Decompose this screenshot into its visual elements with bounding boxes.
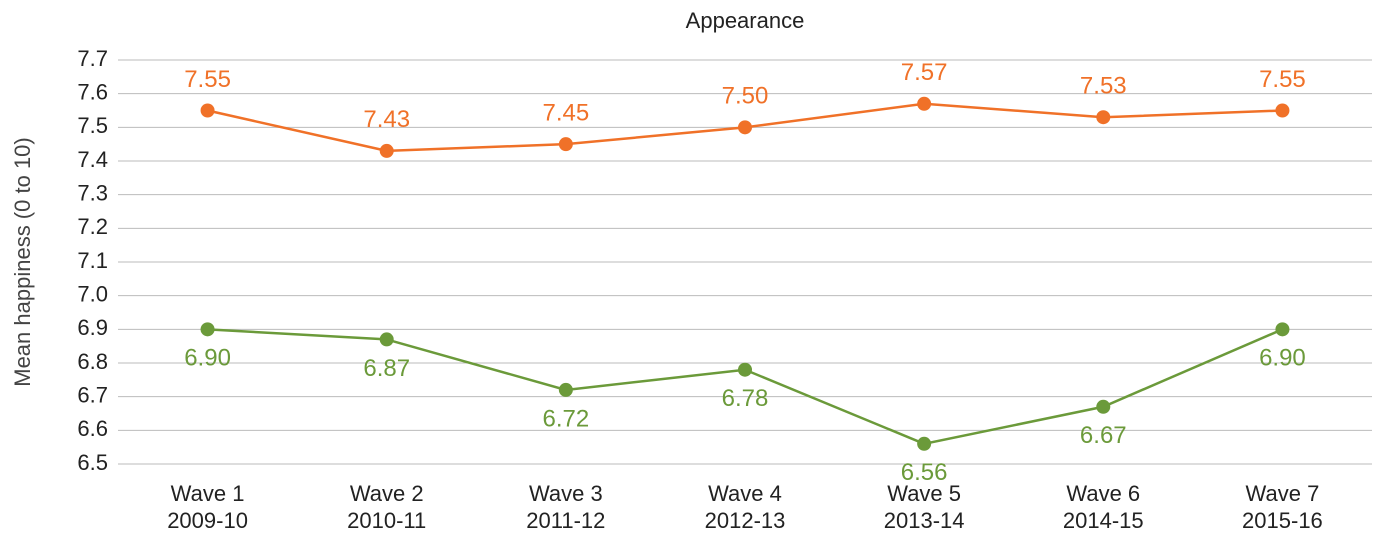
y-tick-label: 7.6 (77, 79, 108, 104)
data-point (1275, 103, 1290, 118)
x-tick-label: Wave 3 (529, 481, 603, 506)
y-axis-label: Mean happiness (0 to 10) (10, 137, 35, 387)
y-tick-label: 7.1 (77, 248, 108, 273)
y-tick-label: 6.9 (77, 315, 108, 340)
data-label: 6.90 (1259, 345, 1306, 372)
y-tick-label: 7.7 (77, 46, 108, 71)
data-point (1096, 110, 1111, 125)
data-point (200, 103, 215, 118)
data-point (200, 322, 215, 337)
data-label: 6.90 (184, 345, 231, 372)
x-tick-label: 2009-10 (167, 508, 248, 533)
x-tick-label: Wave 6 (1066, 481, 1140, 506)
x-tick-label: 2013-14 (884, 508, 965, 533)
data-point (1275, 322, 1290, 337)
y-tick-label: 7.4 (77, 147, 108, 172)
data-label: 7.55 (184, 66, 231, 93)
data-label: 6.67 (1080, 422, 1127, 449)
chart-title: Appearance (686, 8, 805, 33)
data-point (379, 332, 394, 347)
data-point (1096, 399, 1111, 414)
data-label: 6.56 (901, 459, 948, 486)
x-tick-label: 2014-15 (1063, 508, 1144, 533)
data-point (558, 137, 573, 152)
data-label: 7.43 (363, 106, 410, 133)
data-point (738, 362, 752, 377)
data-point (917, 96, 932, 111)
x-tick-label: 2010-11 (347, 508, 426, 533)
y-tick-label: 7.3 (77, 180, 108, 205)
data-label: 7.53 (1080, 73, 1127, 100)
data-label: 6.78 (722, 385, 769, 412)
data-point (738, 120, 752, 135)
data-label: 6.87 (363, 355, 410, 382)
data-point (917, 436, 932, 451)
data-point (558, 382, 573, 397)
y-tick-label: 6.7 (77, 382, 108, 407)
data-label: 6.72 (542, 405, 589, 432)
y-tick-label: 7.0 (77, 281, 108, 306)
data-label: 7.45 (542, 100, 589, 127)
x-tick-label: Wave 2 (350, 481, 424, 506)
x-tick-label: 2015-16 (1242, 508, 1323, 533)
y-tick-label: 6.6 (77, 416, 108, 441)
x-tick-label: Wave 1 (171, 481, 245, 506)
data-label: 7.57 (901, 59, 948, 86)
y-tick-label: 6.5 (77, 450, 108, 475)
x-tick-label: Wave 4 (708, 481, 782, 506)
x-tick-label: 2011-12 (526, 508, 605, 533)
y-tick-label: 7.5 (77, 113, 108, 138)
y-tick-label: 6.8 (77, 349, 108, 374)
x-tick-label: Wave 5 (887, 481, 961, 506)
data-label: 7.50 (722, 83, 769, 110)
y-tick-label: 7.2 (77, 214, 108, 239)
data-label: 7.55 (1259, 66, 1306, 93)
x-tick-label: Wave 7 (1246, 481, 1320, 506)
x-tick-label: 2012-13 (705, 508, 786, 533)
data-point (379, 143, 394, 158)
